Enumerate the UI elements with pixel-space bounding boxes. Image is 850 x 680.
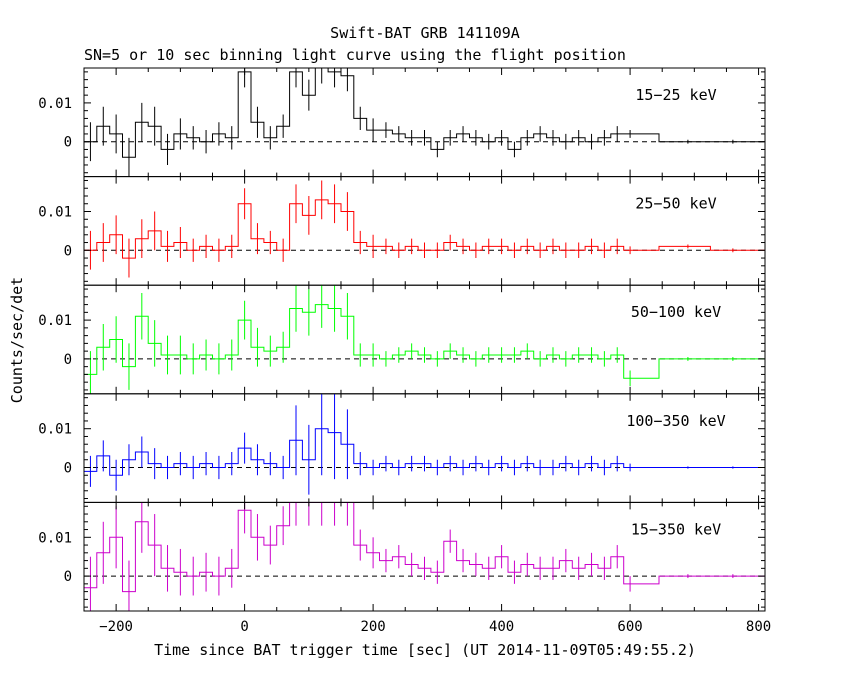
panel-series <box>84 68 765 177</box>
y-tick-label: 0 <box>64 135 72 151</box>
y-tick-label: 0.01 <box>38 205 72 221</box>
panel-series <box>84 393 765 495</box>
x-tick-labels: −200 0 200 400 600 800 <box>99 619 771 635</box>
x-tick-label: 400 <box>489 619 514 635</box>
panel-frame <box>83 67 766 178</box>
panel-4: 0 0.01 100−350 keV <box>38 393 766 503</box>
y-tick-label: 0 <box>64 243 72 259</box>
panel-frame <box>83 284 766 395</box>
x-tick-label: 800 <box>746 619 771 635</box>
panel-label: 15−25 keV <box>635 86 716 104</box>
x-tick-label: 0 <box>240 619 248 635</box>
panel-label: 50−100 keV <box>631 303 721 321</box>
x-axis-label: Time since BAT trigger time [sec] (UT 20… <box>154 641 696 659</box>
panel-series <box>84 285 765 394</box>
panel-frame <box>83 501 766 612</box>
x-tick-label: 200 <box>360 619 385 635</box>
x-tick-label: −200 <box>99 619 133 635</box>
panel-5: 0 0.01 15−350 keV <box>38 501 766 612</box>
y-tick-label: 0.01 <box>38 96 72 112</box>
y-tick-label: 0 <box>64 352 72 368</box>
panel-2: 0 0.01 25−50 keV <box>38 176 766 286</box>
y-tick-label: 0.01 <box>38 422 72 438</box>
y-tick-label: 0.01 <box>38 313 72 329</box>
panel-label: 100−350 keV <box>626 412 725 430</box>
panel-frame <box>83 393 766 503</box>
panels-group: 0 0.01 15−25 keV 0 0.01 25−50 keV 0 0.01 50−100 … <box>38 67 766 612</box>
panel-label: 15−350 keV <box>631 520 721 538</box>
chart-title: Swift-BAT GRB 141109A <box>330 24 520 42</box>
x-tick-label: 600 <box>617 619 642 635</box>
panel-1: 0 0.01 15−25 keV <box>38 67 766 178</box>
series-line <box>84 502 765 593</box>
y-tick-label: 0.01 <box>38 530 72 546</box>
y-tick-label: 0 <box>64 569 72 585</box>
panel-label: 25−50 keV <box>635 195 716 213</box>
y-axis-label: Counts/sec/det <box>8 277 26 403</box>
y-tick-label: 0 <box>64 460 72 476</box>
panel-3: 0 0.01 50−100 keV <box>38 284 766 395</box>
panel-frame <box>83 176 766 286</box>
panel-series <box>84 180 765 278</box>
chart-subtitle: SN=5 or 10 sec binning light curve using… <box>84 46 626 64</box>
panel-series <box>84 502 765 611</box>
